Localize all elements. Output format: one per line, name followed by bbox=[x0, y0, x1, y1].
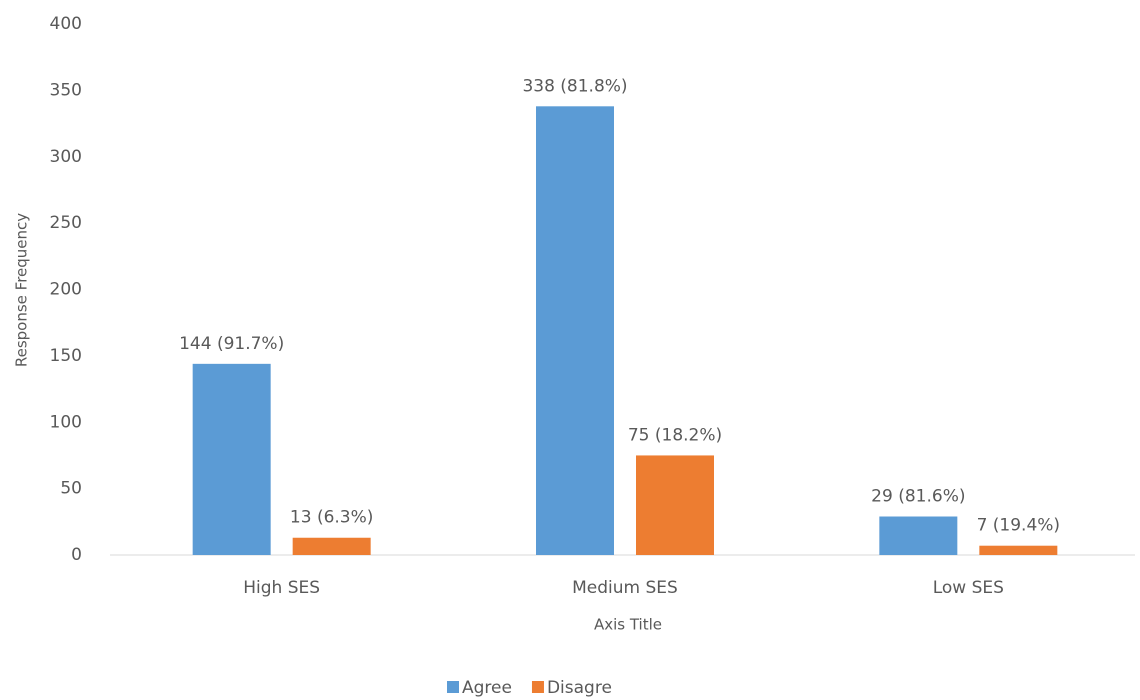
x-tick-label: Low SES bbox=[933, 578, 1004, 598]
data-label: 338 (81.8%) bbox=[522, 76, 627, 96]
data-label: 13 (6.3%) bbox=[290, 508, 374, 528]
bar bbox=[636, 455, 714, 555]
data-label: 144 (91.7%) bbox=[179, 334, 284, 354]
y-tick-label: 0 bbox=[71, 545, 82, 565]
y-tick-label: 250 bbox=[50, 213, 82, 233]
legend-swatch bbox=[447, 681, 459, 693]
x-axis-title: Axis Title bbox=[594, 616, 662, 634]
y-tick-label: 300 bbox=[50, 147, 82, 167]
data-label: 75 (18.2%) bbox=[628, 425, 722, 445]
bar bbox=[879, 516, 958, 555]
y-tick-label: 350 bbox=[50, 80, 82, 100]
x-tick-label: High SES bbox=[243, 578, 320, 598]
y-tick-label: 150 bbox=[50, 346, 82, 366]
legend-label: Agree bbox=[462, 678, 512, 698]
y-tick-label: 100 bbox=[50, 412, 82, 432]
bar bbox=[536, 106, 614, 556]
bar bbox=[292, 537, 371, 555]
legend-swatch bbox=[531, 681, 544, 693]
legend-label: Disagre bbox=[547, 678, 612, 698]
y-tick-label: 400 bbox=[50, 14, 82, 34]
y-tick-label: 50 bbox=[60, 479, 82, 499]
y-tick-label: 200 bbox=[50, 280, 82, 300]
bar bbox=[192, 363, 271, 555]
data-label: 29 (81.6%) bbox=[871, 487, 965, 507]
x-tick-label: Medium SES bbox=[572, 578, 678, 598]
data-label: 7 (19.4%) bbox=[977, 516, 1061, 536]
y-axis-title: Response Frequency bbox=[13, 213, 31, 367]
bar bbox=[979, 545, 1058, 555]
